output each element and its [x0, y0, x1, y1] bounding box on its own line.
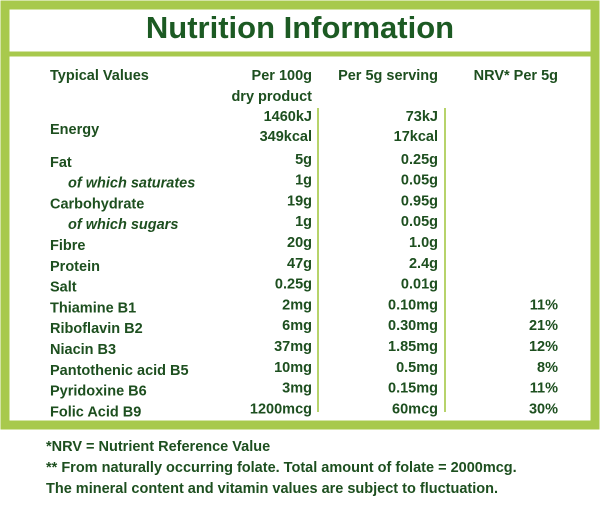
- cell-value: 0.95g: [401, 193, 438, 209]
- column-header: Per 5g serving: [338, 68, 438, 84]
- footnote: The mineral content and vitamin values a…: [46, 481, 498, 497]
- cell-value: 1.0g: [409, 235, 438, 251]
- footnote: ** From naturally occurring folate. Tota…: [46, 460, 517, 476]
- row-label: Carbohydrate: [50, 196, 144, 212]
- cell-value: 1200mcg: [250, 401, 312, 417]
- cell-value: 37mg: [274, 339, 312, 355]
- cell-value: 1g: [295, 214, 312, 230]
- row-label: Salt: [50, 280, 77, 296]
- cell-value: 0.5mg: [396, 360, 438, 376]
- cell-value: 0.05g: [401, 214, 438, 230]
- cell-value: 8%: [537, 360, 558, 376]
- cell-value: 30%: [529, 401, 558, 417]
- cell-value: 73kJ: [406, 109, 438, 125]
- row-label: of which sugars: [68, 217, 178, 233]
- cell-value: 0.15mg: [388, 381, 438, 397]
- cell-value: 17kcal: [394, 129, 438, 145]
- cell-value: 21%: [529, 318, 558, 334]
- column-header: Per 100g: [252, 68, 312, 84]
- column-header: dry product: [231, 89, 312, 105]
- cell-value: 10mg: [274, 360, 312, 376]
- row-label: of which saturates: [68, 176, 195, 192]
- cell-value: 0.10mg: [388, 297, 438, 313]
- cell-value: 1g: [295, 173, 312, 189]
- cell-value: 0.30mg: [388, 318, 438, 334]
- cell-value: 11%: [530, 381, 558, 397]
- cell-value: 349kcal: [260, 129, 312, 145]
- cell-value: 6mg: [282, 318, 312, 334]
- row-label: Protein: [50, 259, 100, 275]
- cell-value: 12%: [529, 339, 558, 355]
- row-label: Niacin B3: [50, 342, 116, 358]
- cell-value: 11%: [530, 297, 558, 313]
- column-header: NRV* Per 5g: [474, 68, 558, 84]
- row-label: Pyridoxine B6: [50, 384, 147, 400]
- cell-value: 47g: [287, 256, 312, 272]
- title: Nutrition Information: [146, 10, 454, 45]
- cell-value: 0.05g: [401, 173, 438, 189]
- cell-value: 2mg: [282, 297, 312, 313]
- row-label: Riboflavin B2: [50, 321, 143, 337]
- row-label: Pantothenic acid B5: [50, 363, 189, 379]
- row-label: Fat: [50, 155, 72, 171]
- cell-value: 0.25g: [401, 152, 438, 168]
- row-label: Fibre: [50, 238, 85, 254]
- cell-value: 1.85mg: [388, 339, 438, 355]
- cell-value: 60mcg: [392, 401, 438, 417]
- cell-value: 1460kJ: [264, 109, 312, 125]
- cell-value: 20g: [287, 235, 312, 251]
- footnote: *NRV = Nutrient Reference Value: [46, 439, 270, 455]
- column-header: Typical Values: [50, 68, 149, 84]
- frame: [0, 0, 600, 430]
- cell-value: 0.25g: [275, 277, 312, 293]
- cell-value: 0.01g: [401, 277, 438, 293]
- row-label: Energy: [50, 122, 99, 138]
- cell-value: 5g: [295, 152, 312, 168]
- cell-value: 2.4g: [409, 256, 438, 272]
- row-label: Folic Acid B9: [50, 404, 141, 420]
- row-label: Thiamine B1: [50, 300, 136, 316]
- cell-value: 19g: [287, 193, 312, 209]
- cell-value: 3mg: [282, 381, 312, 397]
